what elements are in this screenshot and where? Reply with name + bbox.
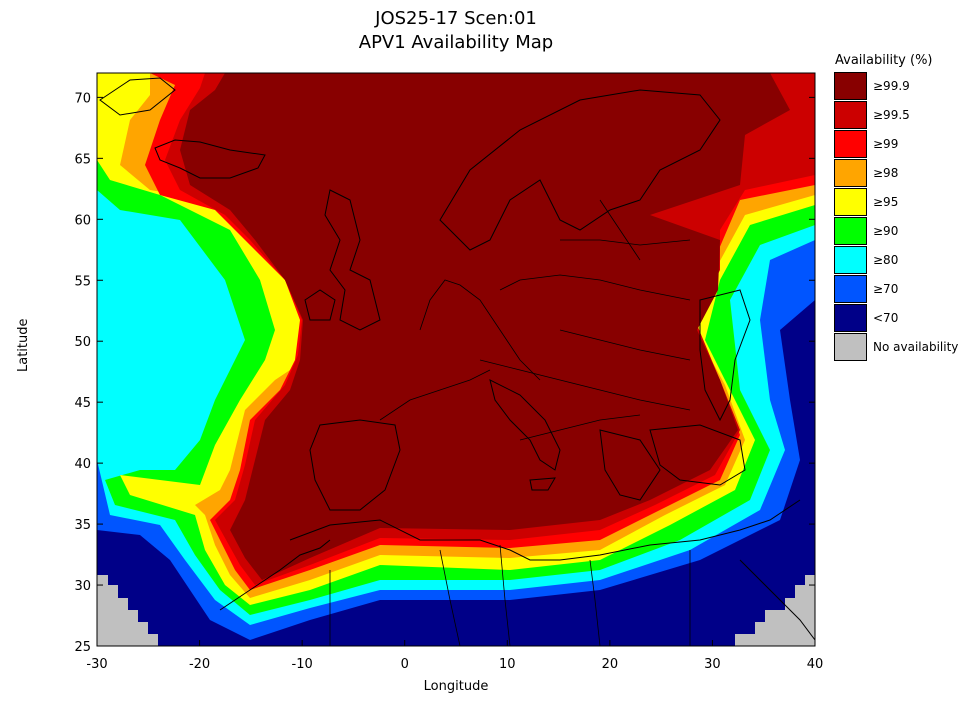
legend-swatch	[834, 72, 867, 100]
x-axis-label: Longitude	[423, 679, 489, 694]
legend-swatch	[834, 304, 867, 332]
plot-frame	[96, 72, 816, 647]
y-tick-label: 30	[74, 579, 91, 594]
y-axis-label: Latitude	[16, 318, 31, 372]
x-tick-label: -30	[86, 657, 107, 672]
legend-label: ≥95	[873, 195, 899, 209]
map-subtitle: APV1 Availability Map	[358, 32, 554, 53]
y-tick-label: 70	[74, 91, 91, 106]
legend-label: ≥99.5	[873, 108, 910, 122]
legend-label: ≥99	[873, 137, 899, 151]
map-plot-area	[97, 73, 815, 646]
x-tick-label: 40	[807, 657, 824, 672]
y-tick-label: 50	[74, 335, 91, 350]
x-tick-label: -20	[189, 657, 210, 672]
x-tick-label: 0	[401, 657, 409, 672]
legend-swatch	[834, 246, 867, 274]
legend-label: ≥98	[873, 166, 899, 180]
legend-swatch	[834, 188, 867, 216]
legend-label: ≥70	[873, 282, 899, 296]
y-tick-label: 45	[74, 396, 91, 411]
legend-title: Availability (%)	[835, 53, 933, 68]
legend-swatch	[834, 217, 867, 245]
y-tick-label: 25	[74, 640, 91, 655]
x-tick-label: 30	[704, 657, 721, 672]
axis-ticks: -30 -20 -10 0 10 20 30 40 25 30 35 40 45 50 55 60 65 70	[74, 91, 823, 672]
y-tick-label: 60	[74, 213, 91, 228]
legend-label: <70	[873, 311, 899, 325]
y-tick-label: 55	[74, 274, 91, 289]
x-tick-label: 20	[602, 657, 619, 672]
y-tick-label: 40	[74, 457, 91, 472]
x-tick-label: -10	[292, 657, 313, 672]
legend-swatch	[834, 130, 867, 158]
coastlines	[99, 77, 815, 641]
zone-99-9	[180, 73, 790, 580]
legend-label: No availability	[873, 340, 959, 354]
legend-swatch	[834, 333, 867, 361]
map-title: JOS25-17 Scen:01	[375, 8, 537, 29]
legend-label: ≥80	[873, 253, 899, 267]
legend-swatch	[834, 101, 867, 129]
legend-swatch	[834, 159, 867, 187]
no-availability-sw	[97, 575, 158, 646]
legend-swatch	[834, 275, 867, 303]
y-tick-label: 35	[74, 518, 91, 533]
y-tick-label: 65	[74, 152, 91, 167]
legend-label: ≥90	[873, 224, 899, 238]
country-borders	[329, 199, 691, 646]
no-availability-se	[735, 575, 815, 646]
legend-label: ≥99.9	[873, 79, 910, 93]
x-tick-label: 10	[499, 657, 516, 672]
